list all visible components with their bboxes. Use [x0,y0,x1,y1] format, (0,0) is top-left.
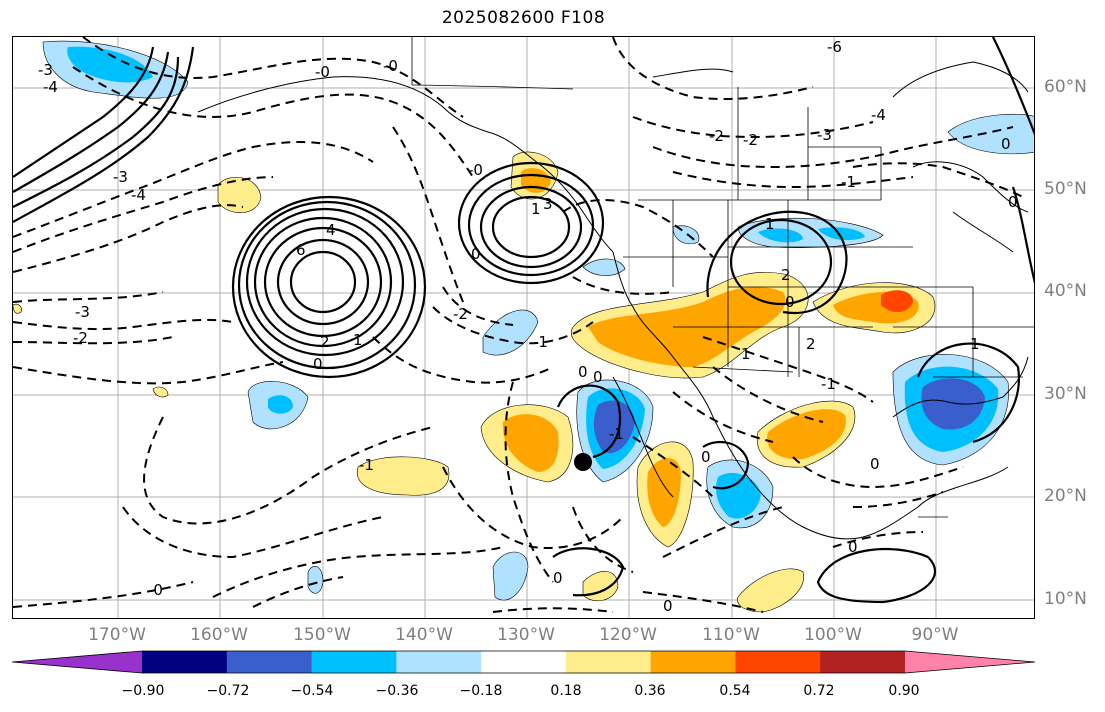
colorbar-bin [820,651,906,673]
lat-label: 50°N [1044,179,1087,199]
contour-label: 0 [553,569,563,587]
solid-contours [13,37,1034,604]
colorbar-tick: −0.54 [290,683,334,699]
contour-label: 2 [806,335,816,353]
contour-label: 4 [326,221,336,239]
colorbar-tick: −0.18 [459,683,503,699]
map-canvas: -3 -4 -3 -4 6 4 2 1 0 -1 -2 -3 -0 -0 -2 … [13,37,1034,618]
colorbar-bin [565,651,652,673]
contour-label: 0 [1008,193,1018,211]
contour-label: 0 [848,538,858,556]
contour-label: 2 [781,266,791,284]
lon-label: 90°W [911,625,959,645]
contour-label: 6 [296,241,306,259]
colorbar-bin [481,651,567,673]
map-title: 2025082600 F108 [441,8,606,28]
lon-label: 110°W [702,625,760,645]
contour-label: -1 [359,456,374,474]
contour-label: -1 [841,173,856,191]
contour-label: -3 [38,61,53,79]
colorbar-tick: 0.18 [550,683,582,699]
contour-label: -0 [468,161,483,179]
contour-label: 0 [1001,135,1011,153]
contour-label: -0 [148,581,163,599]
contour-label: 0 [663,597,673,615]
contour-label: -0 [383,57,398,75]
contour-label: -1 [821,375,836,393]
shaded-anomalies [13,40,1034,613]
storm-center-marker [574,453,592,471]
coastlines [197,61,1029,540]
colorbar-tick: 0.36 [634,683,666,699]
lon-label: 120°W [599,625,657,645]
lat-label: 30°N [1044,384,1087,404]
lon-label: 130°W [497,625,555,645]
contour-label: 1 [765,215,775,233]
contour-label: 1 [970,335,980,353]
contour-label: -2 [73,329,88,347]
colorbar-tick: 0.54 [719,683,751,699]
lon-label: 160°W [190,625,248,645]
lon-label: 140°W [395,625,453,645]
colorbar-extend-high [905,651,1035,673]
boundaries [411,37,1034,518]
contour-label: 0 [785,293,795,311]
lon-label: 170°W [88,625,146,645]
colorbar-bin [142,651,228,673]
contour-label: -4 [43,78,58,96]
colorbar-bin [650,651,736,673]
contour-label: 0 [593,368,603,386]
contour-label: -2 [743,131,758,149]
map-panel[interactable]: -3 -4 -3 -4 6 4 2 1 0 -1 -2 -3 -0 -0 -2 … [12,36,1035,619]
contour-label: 0 [701,448,711,466]
contour-label: -3 [113,168,128,186]
lat-label: 40°N [1044,281,1087,301]
colorbar-extend-low [12,651,142,673]
contour-label: -2 [709,127,724,145]
contour-label: 1 [531,200,541,218]
contour-labels: -3 -4 -3 -4 6 4 2 1 0 -1 -2 -3 -0 -0 -2 … [38,38,1018,615]
contour-label: -1 [533,333,548,351]
contour-label: 0 [870,455,880,473]
contour-label: -3 [817,126,832,144]
contour-label: 0 [313,355,323,373]
lat-label: 60°N [1044,77,1087,97]
colorbar-tick: 0.90 [888,683,920,699]
contour-label: 1 [741,345,751,363]
dashed-contours [13,37,1024,613]
colorbar-tick: −0.90 [121,683,165,699]
lon-label: 100°W [804,625,862,645]
contour-label: -2 [453,305,468,323]
colorbar-bin [735,651,821,673]
contour-label: -1 [609,425,624,443]
contour-label: -4 [131,186,146,204]
colorbar-bin [311,651,397,673]
lat-label: 20°N [1044,486,1087,506]
contour-label: 0 [578,363,588,381]
contour-label: 0 [471,245,481,263]
colorbar [12,650,1036,674]
contour-label: 1 [353,331,363,349]
colorbar-bin [226,651,313,673]
lat-label: 10°N [1044,589,1087,609]
colorbar-tick: 0.72 [803,683,835,699]
contour-label: -4 [871,106,886,124]
colorbar-outline [12,650,1036,674]
contour-label: -3 [75,303,90,321]
contour-label: -0 [315,63,330,81]
contour-label: -6 [827,38,842,56]
contour-label: 3 [543,195,553,213]
colorbar-tick: −0.36 [375,683,419,699]
lon-label: 150°W [293,625,351,645]
contour-label: 2 [320,333,330,351]
colorbar-tick: −0.72 [206,683,250,699]
colorbar-bin [396,651,482,673]
